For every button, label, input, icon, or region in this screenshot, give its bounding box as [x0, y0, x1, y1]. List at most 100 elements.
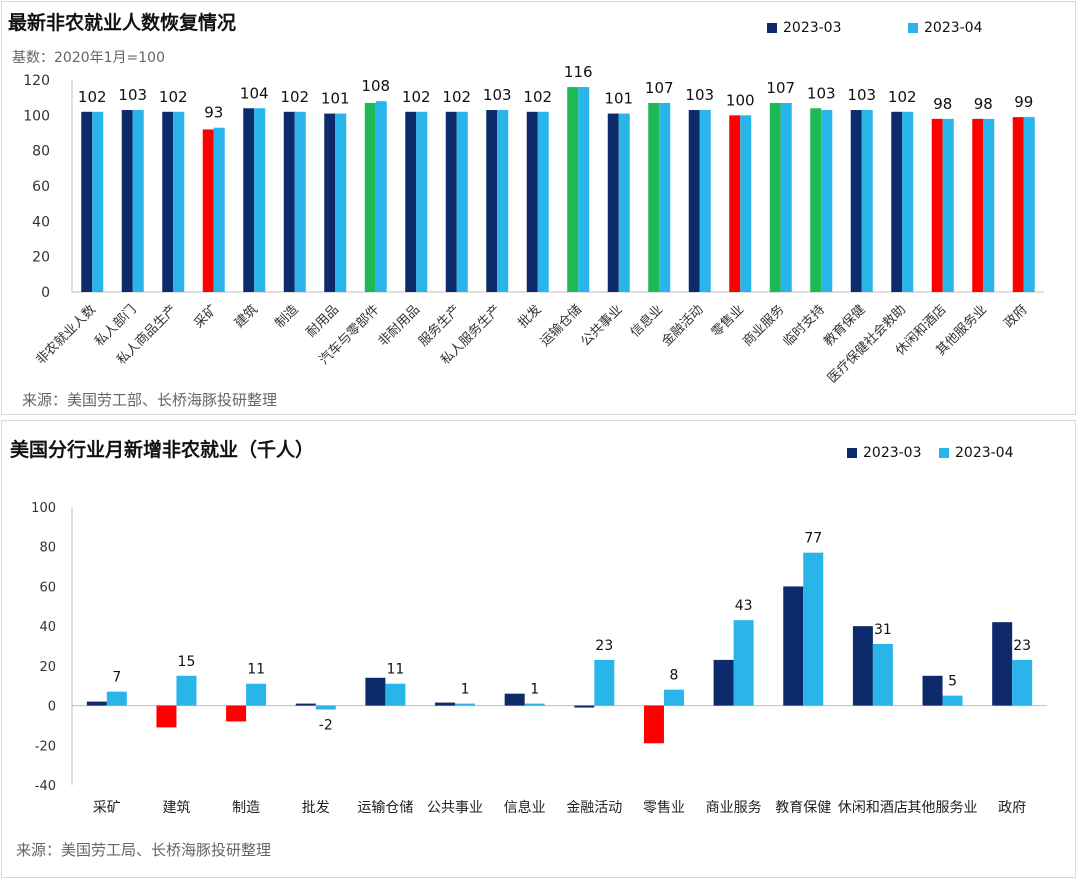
bar-2023-04	[1023, 117, 1035, 292]
chart-panel-recovery: 最新非农就业人数恢复情况 基数：2020年1月=100 2023-03 2023…	[1, 1, 1076, 415]
bar-2023-04	[861, 110, 873, 293]
bar-2023-04	[294, 111, 306, 292]
y-tick-label: 100	[31, 501, 56, 516]
bar-2023-04	[537, 111, 549, 292]
bar-2023-03	[648, 102, 660, 292]
data-label: 108	[361, 77, 390, 95]
bar-2023-03	[688, 110, 700, 293]
bar-2023-04	[385, 683, 406, 706]
bar-2023-03	[607, 113, 619, 292]
data-label: 11	[247, 662, 265, 678]
y-tick-label: 20	[32, 250, 50, 266]
chart1-subtitle: 基数：2020年1月=100	[12, 50, 165, 66]
bar-2023-03	[243, 108, 255, 293]
bar-2023-03	[783, 586, 804, 706]
bar-2023-04	[578, 87, 590, 292]
bar-2023-03	[526, 111, 538, 292]
bar-2023-03	[769, 102, 781, 292]
bar-2023-03	[295, 703, 316, 706]
data-label: 31	[874, 622, 892, 638]
chart1-source: 来源：美国劳工部、长桥海豚投研整理	[22, 391, 278, 409]
x-tick-label: 商业服务	[739, 302, 787, 350]
x-tick-label: 非农就业人数	[33, 302, 99, 368]
chart2-title: 美国分行业月新增非农就业（千人）	[10, 439, 315, 461]
bar-2023-04	[821, 110, 833, 293]
bar-2023-04	[456, 111, 468, 292]
bar-2023-04	[173, 111, 185, 292]
data-label: 103	[807, 84, 836, 102]
bar-2023-03	[202, 129, 214, 292]
bar-2023-04	[497, 110, 509, 293]
chart1-legend-2023-04: 2023-04	[908, 20, 983, 36]
data-label: 101	[321, 90, 350, 108]
y-tick-label: 120	[23, 73, 50, 89]
data-label: 98	[933, 95, 952, 113]
chart-panel-monthly-change: 美国分行业月新增非农就业（千人） 2023-03 2023-04 来源：美国劳工…	[1, 420, 1076, 878]
y-tick-label: 80	[32, 144, 50, 160]
bar-2023-04	[375, 101, 387, 292]
bar-2023-03	[574, 705, 595, 708]
x-tick-label: 公共事业	[578, 302, 625, 349]
bar-2023-03	[405, 111, 417, 292]
x-tick-label: 运输仓储	[357, 800, 413, 816]
y-tick-label: -40	[35, 779, 56, 794]
bar-2023-04	[132, 110, 144, 293]
x-tick-label: 信息业	[504, 799, 546, 816]
data-label: 8	[670, 668, 679, 684]
data-label: 93	[204, 104, 223, 122]
bar-2023-03	[283, 111, 295, 292]
data-label: 100	[726, 91, 755, 109]
bar-2023-04	[524, 703, 545, 706]
legend-label-mar: 2023-03	[863, 445, 922, 461]
legend-label-mar: 2023-03	[783, 20, 842, 36]
x-tick-label: 采矿	[93, 800, 121, 816]
legend-swatch-apr	[939, 448, 949, 458]
bar-2023-03	[729, 115, 741, 292]
bar-2023-04	[246, 683, 267, 706]
x-tick-label: 耐用品	[304, 302, 342, 340]
bar-2023-03	[643, 705, 664, 744]
y-tick-label: 40	[32, 214, 50, 230]
x-tick-label: 金融活动	[658, 302, 706, 350]
bar-2023-03	[365, 677, 386, 706]
x-tick-label: 商业服务	[706, 800, 762, 816]
y-tick-label: 0	[48, 700, 56, 715]
bar-2023-04	[733, 620, 754, 706]
bar-2023-03	[850, 110, 862, 293]
y-tick-label: 0	[41, 285, 50, 301]
bar-2023-03	[852, 626, 873, 706]
data-label: 5	[948, 674, 957, 690]
x-tick-label: 制造	[273, 302, 302, 331]
bar-2023-04	[803, 552, 824, 706]
bar-2023-04	[942, 695, 963, 706]
data-label: 107	[766, 79, 795, 97]
x-tick-label: 零售业	[643, 800, 685, 816]
bar-2023-03	[504, 693, 525, 706]
bar-2023-03	[1012, 117, 1024, 292]
legend-swatch-mar	[847, 448, 857, 458]
bar-2023-04	[455, 703, 476, 706]
data-label: 15	[178, 654, 196, 670]
y-tick-label: -20	[35, 739, 56, 754]
data-label: 107	[645, 79, 674, 97]
data-label: 102	[280, 88, 309, 106]
legend-label-apr: 2023-04	[924, 20, 983, 36]
bar-2023-03	[364, 102, 376, 292]
x-tick-label: 公共事业	[427, 800, 483, 816]
bar-2023-03	[162, 111, 174, 292]
bar-2023-04	[92, 111, 104, 292]
bar-2023-04	[740, 115, 752, 292]
bar-2023-03	[324, 113, 336, 292]
x-tick-label: 采矿	[192, 302, 221, 331]
bar-2023-04	[176, 675, 197, 706]
data-label: 103	[483, 86, 512, 104]
x-tick-label: 其他服务业	[908, 800, 978, 816]
x-tick-label: 临时支持	[781, 302, 828, 349]
x-tick-label: 制造	[232, 800, 260, 816]
chart2-plot: -40-200204060801007采矿15建筑11制造-2批发11运输仓储1…	[31, 501, 1047, 816]
data-label: 102	[523, 88, 552, 106]
data-label: 103	[847, 86, 876, 104]
data-label: 102	[78, 88, 107, 106]
bar-2023-04	[699, 110, 711, 293]
chart2-legend-2023-04: 2023-04	[939, 445, 1014, 461]
